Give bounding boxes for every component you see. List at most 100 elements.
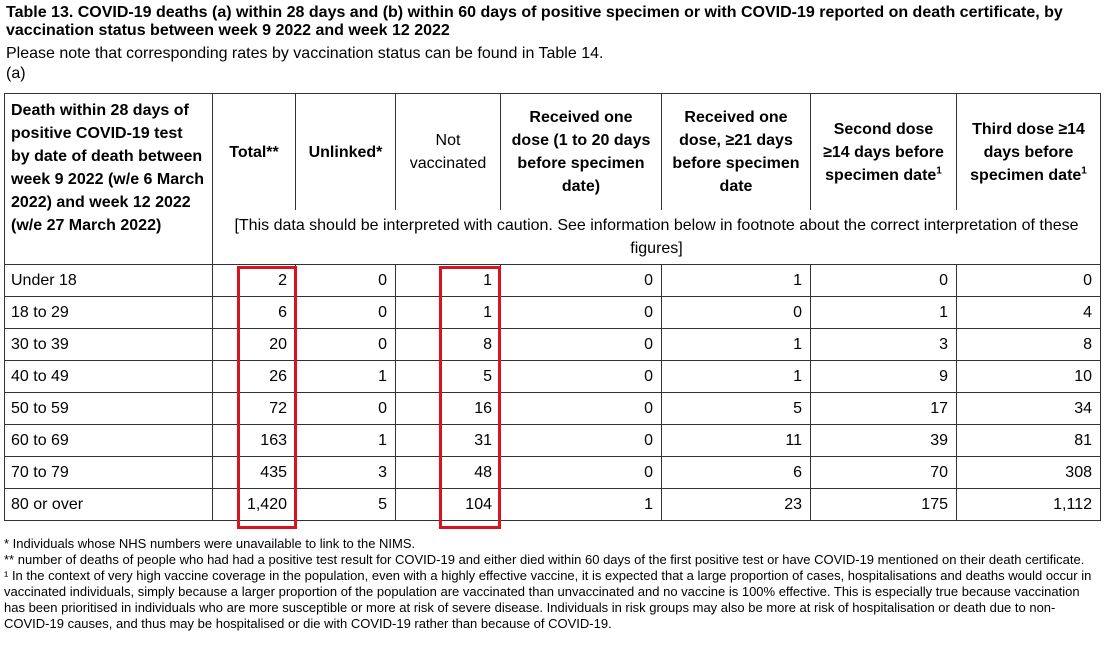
footnote-caution: ¹ In the context of very high vaccine co… [4,568,1092,631]
table-row: 18 to 29 6 0 1 0 0 1 4 [4,296,1101,329]
value-cell: 175 [810,488,957,521]
value-cell: 1 [661,360,811,393]
header-row: Death within 28 days of positive COVID-1… [4,93,1101,265]
value-cell: 1 [395,264,501,297]
value-cell: 1 [395,296,501,329]
caution-row: [This data should be interpreted with ca… [5,210,1101,265]
value-cell: 0 [295,264,396,297]
value-cell: 10 [956,360,1101,393]
value-cell: 0 [500,392,662,425]
caution-note: [This data should be interpreted with ca… [212,210,1101,265]
value-cell: 6 [661,456,811,489]
footnote-total: ** number of deaths of people who had ha… [4,552,1085,567]
header-one-dose-21-text: Received one dose, ≥21 days before speci… [672,109,800,195]
value-cell: 17 [810,392,957,425]
value-cell: 0 [810,264,957,297]
value-cell: 0 [500,264,662,297]
header-second-dose: Second dose ≥14 days before specimen dat… [810,93,957,210]
value-cell: 5 [295,488,396,521]
value-cell: 9 [810,360,957,393]
value-cell: 4 [956,296,1101,329]
value-cell: 0 [500,296,662,329]
footnotes: * Individuals whose NHS numbers were una… [4,536,1100,632]
value-cell: 31 [395,424,501,457]
value-cell: 0 [661,296,811,329]
value-cell: 163 [212,424,296,457]
table-row: 30 to 39 20 0 8 0 1 3 8 [4,328,1101,361]
value-cell: 5 [395,360,501,393]
value-cell: 308 [956,456,1101,489]
table-row: 70 to 79 435 3 48 0 6 70 308 [4,456,1101,489]
header-not-vaccinated: Not vaccinated [395,93,501,210]
age-cell: 60 to 69 [4,424,213,457]
header-second-dose-text: Second dose ≥14 days before specimen dat… [823,120,944,184]
value-cell: 5 [661,392,811,425]
age-cell: 70 to 79 [4,456,213,489]
header-third-dose-sup: 1 [1081,165,1087,177]
header-total-text: Total** [229,143,279,161]
value-cell: 81 [956,424,1101,457]
value-cell: 104 [395,488,501,521]
header-one-dose-21: Received one dose, ≥21 days before speci… [661,93,811,210]
value-cell: 0 [956,264,1101,297]
value-cell: 0 [295,296,396,329]
header-one-dose-1-20: Received one dose (1 to 20 days before s… [500,93,662,210]
value-cell: 0 [500,328,662,361]
value-cell: 435 [212,456,296,489]
value-cell: 0 [295,392,396,425]
value-cell: 1 [500,488,662,521]
header-not-vaccinated-text: Not vaccinated [409,132,487,172]
footnote-unlinked: * Individuals whose NHS numbers were una… [4,536,416,551]
value-cell: 1,420 [212,488,296,521]
value-cell: 70 [810,456,957,489]
value-cell: 0 [500,360,662,393]
header-unlinked: Unlinked* [295,93,396,210]
table-row: Under 18 2 0 1 0 1 0 0 [4,264,1101,297]
header-total: Total** [212,93,296,210]
value-cell: 72 [212,392,296,425]
table-title: Table 13. COVID-19 deaths (a) within 28 … [6,4,1063,39]
value-cell: 0 [295,328,396,361]
header-unlinked-text: Unlinked* [308,143,383,161]
value-cell: 39 [810,424,957,457]
header-third-dose: Third dose ≥14 days before specimen date… [956,93,1101,210]
value-cell: 1 [661,264,811,297]
deaths-table: Death within 28 days of positive COVID-1… [4,93,1101,521]
age-cell: Under 18 [4,264,213,297]
value-cell: 1 [295,424,396,457]
header-first-text: Death within 28 days of positive COVID-1… [11,102,204,234]
value-cell: 0 [500,424,662,457]
value-cell: 23 [661,488,811,521]
value-cell: 34 [956,392,1101,425]
age-cell: 50 to 59 [4,392,213,425]
table-row: 60 to 69 163 1 31 0 11 39 81 [4,424,1101,457]
value-cell: 3 [295,456,396,489]
value-cell: 8 [956,328,1101,361]
age-cell: 18 to 29 [4,296,213,329]
value-cell: 8 [395,328,501,361]
value-cell: 1 [661,328,811,361]
age-cell: 80 or over [4,488,213,521]
table-row: 80 or over 1,420 5 104 1 23 175 1,112 [4,488,1101,521]
table-row: 40 to 49 26 1 5 0 1 9 10 [4,360,1101,393]
value-cell: 26 [212,360,296,393]
value-cell: 48 [395,456,501,489]
age-cell: 40 to 49 [4,360,213,393]
value-cell: 16 [395,392,501,425]
value-cell: 2 [212,264,296,297]
header-first: Death within 28 days of positive COVID-1… [4,93,213,265]
header-third-dose-text: Third dose ≥14 days before specimen date [970,120,1085,184]
age-cell: 30 to 39 [4,328,213,361]
table-body: Under 18 2 0 1 0 1 0 0 18 to 29 6 0 1 0 0 1 4 30 to 39 20… [4,264,1101,521]
header-second-dose-sup: 1 [936,165,942,177]
value-cell: 0 [500,456,662,489]
value-cell: 20 [212,328,296,361]
table-note: Please note that corresponding rates by … [6,45,604,62]
value-cell: 11 [661,424,811,457]
value-cell: 1 [295,360,396,393]
table-row: 50 to 59 72 0 16 0 5 17 34 [4,392,1101,425]
header-one-dose-1-20-text: Received one dose (1 to 20 days before s… [511,109,651,195]
section-label: (a) [6,65,26,82]
value-cell: 6 [212,296,296,329]
value-cell: 3 [810,328,957,361]
